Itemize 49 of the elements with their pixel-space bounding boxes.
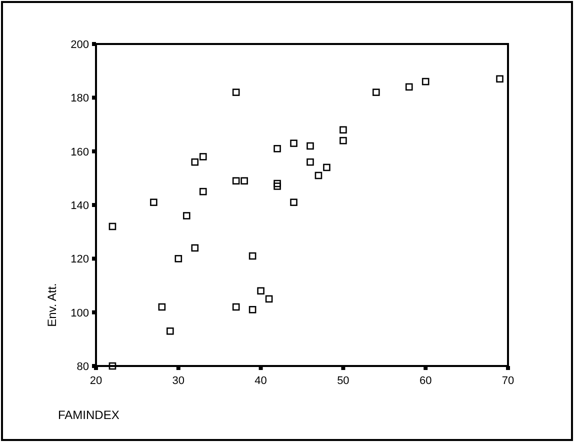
- y-tick-label: 200: [70, 39, 89, 51]
- y-tick-label: 80: [76, 361, 89, 373]
- point: [158, 303, 166, 311]
- point: [274, 180, 281, 188]
- point: [340, 126, 347, 134]
- point: [274, 145, 281, 152]
- y-axis-title: Env. Att.: [45, 283, 59, 327]
- point: [240, 177, 248, 184]
- point: [257, 287, 264, 295]
- point: [372, 88, 380, 96]
- x-tick-label: 20: [90, 375, 102, 387]
- point: [340, 136, 347, 144]
- point: [232, 303, 240, 311]
- point: [232, 177, 240, 184]
- point: [108, 222, 116, 230]
- y-tick-label: 120: [70, 254, 89, 266]
- y-tick-label: 160: [70, 146, 89, 158]
- point: [265, 295, 273, 303]
- point: [314, 172, 322, 180]
- point: [199, 153, 207, 160]
- x-tick-label: 50: [337, 375, 350, 387]
- point: [422, 78, 430, 86]
- point: [108, 362, 116, 370]
- point: [248, 252, 256, 260]
- point: [150, 198, 158, 206]
- y-tick-label: 100: [70, 307, 89, 320]
- point: [174, 255, 182, 262]
- x-tick-label: 70: [502, 375, 514, 387]
- x-tick-label: 40: [254, 375, 267, 387]
- point: [191, 244, 199, 252]
- point: [232, 88, 240, 96]
- point: [248, 306, 256, 314]
- x-tick-label: 30: [172, 375, 185, 387]
- point: [191, 158, 199, 166]
- point: [405, 83, 413, 91]
- point: [290, 198, 298, 206]
- point: [182, 212, 190, 220]
- point: [306, 142, 314, 150]
- x-tick-label: 60: [419, 375, 432, 387]
- point: [323, 164, 330, 172]
- point: [274, 182, 281, 190]
- point: [199, 188, 207, 196]
- point: [166, 327, 174, 335]
- point: [306, 158, 314, 166]
- y-tick-label: 180: [70, 92, 89, 105]
- x-axis-title: FAMINDEX: [58, 408, 120, 422]
- y-tick-label: 140: [70, 200, 89, 212]
- point: [290, 140, 298, 147]
- point: [496, 75, 504, 83]
